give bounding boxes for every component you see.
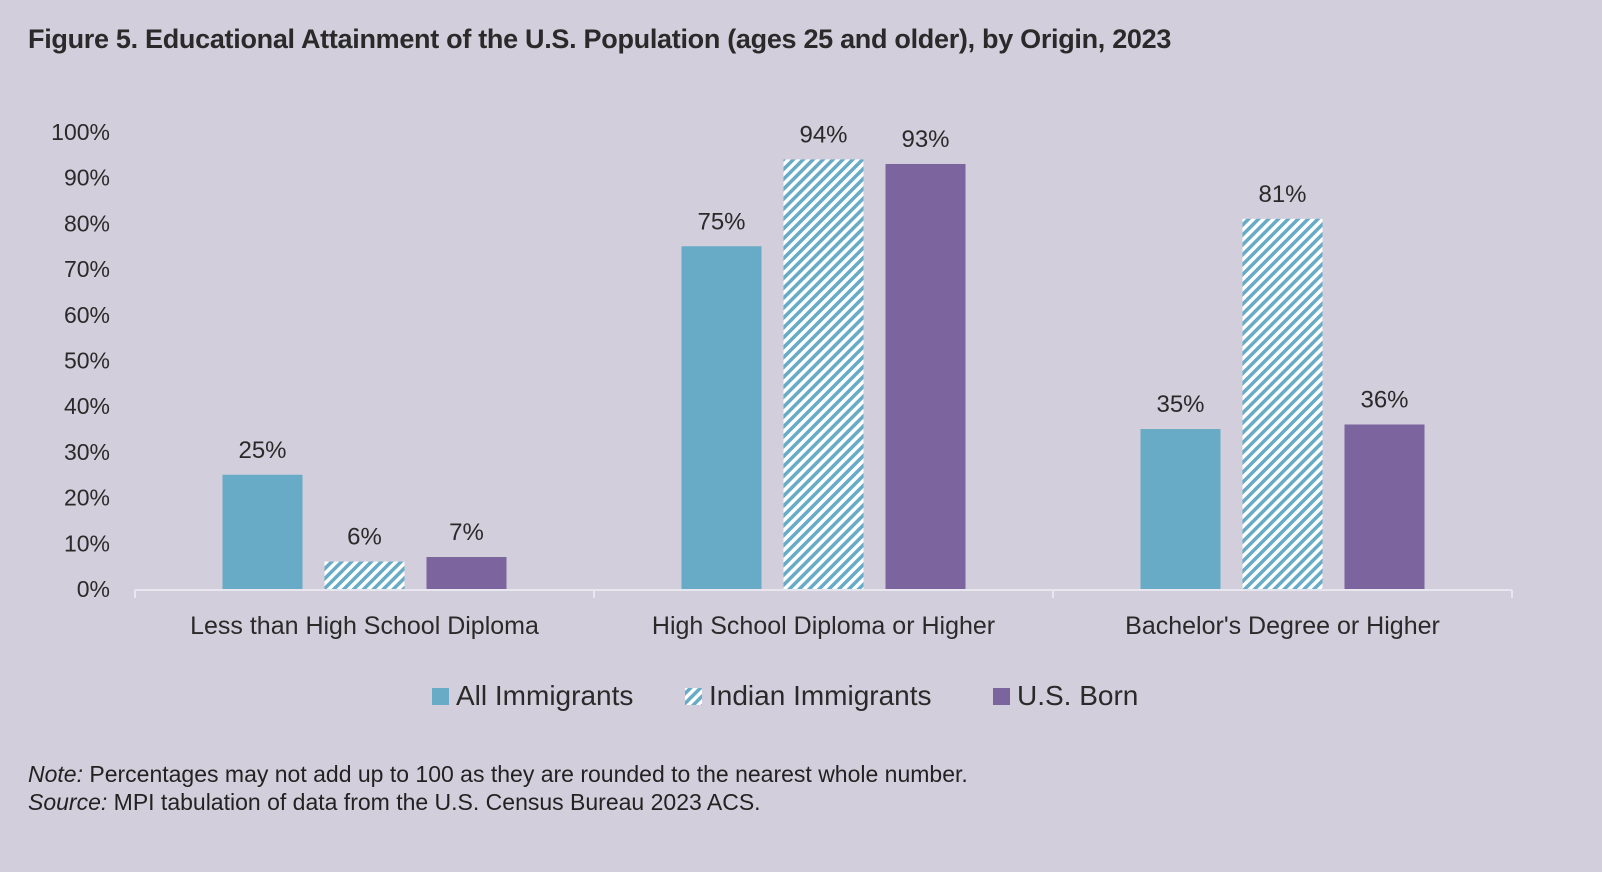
bar-value-label: 36%: [1360, 386, 1408, 413]
x-category-label: Bachelor's Degree or Higher: [1125, 612, 1440, 640]
note-text: Percentages may not add up to 100 as the…: [89, 761, 968, 787]
source-line: Source: MPI tabulation of data from the …: [28, 788, 968, 816]
data-labels: 25% 6% 7% 75% 94% 93% 35% 81% 36%: [238, 121, 1408, 550]
chart-title: Figure 5. Educational Attainment of the …: [28, 24, 1172, 54]
y-axis: 0% 10% 20% 30% 40% 50% 60% 70% 80% 90% 100%: [51, 119, 110, 602]
bar-value-label: 6%: [347, 524, 382, 551]
bar: [885, 163, 966, 590]
bar: [324, 561, 405, 589]
source-label: Source:: [28, 789, 108, 815]
legend-label: U.S. Born: [1017, 680, 1138, 711]
x-category-label: Less than High School Diploma: [190, 612, 539, 640]
legend-label: All Immigrants: [456, 680, 633, 711]
bar: [1242, 218, 1323, 589]
bar: [681, 246, 762, 589]
y-tick-label: 20%: [64, 485, 110, 511]
y-tick-label: 0%: [77, 576, 110, 602]
bar: [426, 557, 507, 589]
bar-value-label: 25%: [238, 437, 286, 464]
x-category-label: High School Diploma or Higher: [652, 612, 995, 640]
legend-label: Indian Immigrants: [709, 680, 932, 711]
note-line: Note: Percentages may not add up to 100 …: [28, 760, 968, 788]
bar-value-label: 7%: [449, 519, 484, 546]
bar: [783, 159, 864, 590]
bar-value-label: 75%: [697, 208, 745, 235]
legend-swatch: [432, 688, 449, 705]
bar: [1344, 424, 1425, 589]
y-tick-label: 30%: [64, 439, 110, 465]
y-tick-label: 60%: [64, 302, 110, 328]
y-tick-label: 50%: [64, 348, 110, 374]
legend: All Immigrants Indian Immigrants U.S. Born: [432, 680, 1138, 711]
x-axis: Less than High School Diploma High School…: [134, 589, 1513, 640]
bar-value-label: 35%: [1156, 391, 1204, 418]
bar: [1140, 429, 1221, 589]
y-tick-label: 80%: [64, 210, 110, 236]
note-label: Note:: [28, 761, 83, 787]
bars: [222, 159, 1425, 590]
notes: Note: Percentages may not add up to 100 …: [28, 760, 968, 816]
y-tick-label: 10%: [64, 530, 110, 556]
legend-swatch: [685, 688, 702, 705]
y-tick-label: 70%: [64, 256, 110, 282]
y-tick-label: 100%: [51, 119, 110, 145]
bar-value-label: 93%: [901, 126, 949, 153]
source-text: MPI tabulation of data from the U.S. Cen…: [113, 789, 761, 815]
bar-value-label: 94%: [799, 121, 847, 148]
y-tick-label: 40%: [64, 393, 110, 419]
bar: [222, 474, 303, 589]
bar-value-label: 81%: [1258, 181, 1306, 208]
y-tick-label: 90%: [64, 165, 110, 191]
legend-swatch: [993, 688, 1010, 705]
